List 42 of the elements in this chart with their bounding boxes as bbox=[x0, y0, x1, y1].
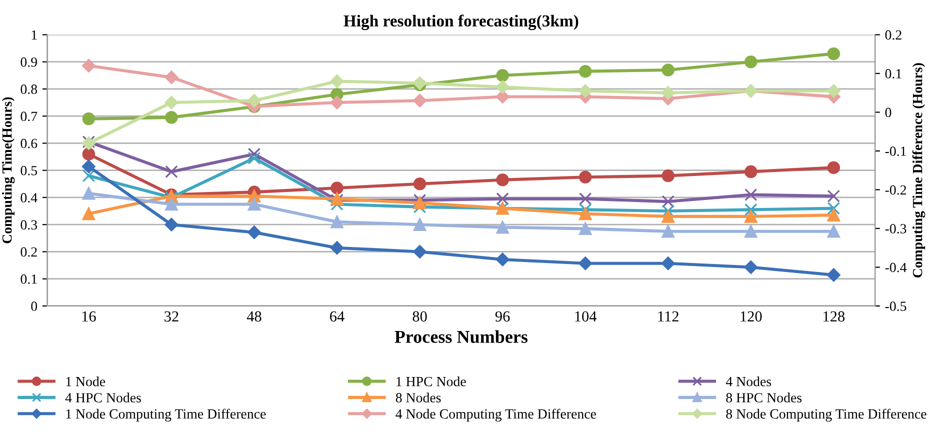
y-tick-label: 1 bbox=[32, 30, 37, 40]
x-tick-label: 80 bbox=[412, 311, 427, 322]
x-tick-label: 120 bbox=[740, 311, 762, 322]
x-tick-label: 64 bbox=[330, 311, 344, 322]
x-tick-label: 48 bbox=[246, 311, 262, 322]
y-tick-label: 0.9 bbox=[20, 57, 38, 67]
y-tick-label: 0.7 bbox=[20, 112, 38, 122]
legend-label: 4 Nodes bbox=[726, 376, 772, 386]
y-tick-label: 0.8 bbox=[20, 84, 38, 94]
y2-tick-label: -0.4 bbox=[885, 262, 907, 272]
legend-label: 8 HPC Nodes bbox=[726, 392, 802, 402]
y-tick-label: 0.6 bbox=[20, 138, 38, 148]
y-tick-label: 0 bbox=[31, 302, 38, 311]
x-axis-title: Process Numbers bbox=[394, 330, 528, 343]
legend-label: 1 HPC Node bbox=[396, 376, 466, 386]
y-tick-label: 0.5 bbox=[20, 166, 38, 176]
y2-tick-label: 0 bbox=[885, 108, 892, 118]
legend-label: 4 Node Computing Time Difference bbox=[396, 408, 596, 422]
x-tick-label: 16 bbox=[82, 311, 96, 322]
y2-tick-label: 0.2 bbox=[885, 30, 902, 40]
chart-title: High resolution forecasting(3km) bbox=[344, 14, 578, 30]
x-tick-label: 96 bbox=[495, 311, 510, 322]
y-tick-label: 0.4 bbox=[20, 193, 38, 202]
x-tick-label: 112 bbox=[658, 311, 678, 322]
x-tick-label: 32 bbox=[164, 311, 178, 322]
y2-tick-label: -0.3 bbox=[885, 224, 906, 234]
y-tick-label: 0.3 bbox=[20, 220, 38, 230]
y-axis-title: Computing Time(Hours) bbox=[2, 97, 15, 244]
y2-axis-title: Computing Time Difference (Hours) bbox=[912, 63, 926, 278]
y-tick-label: 0.1 bbox=[20, 274, 37, 284]
y-tick-label: 0.2 bbox=[20, 247, 37, 257]
y2-tick-label: -0.5 bbox=[885, 302, 906, 311]
legend-label: 8 Nodes bbox=[396, 392, 441, 402]
legend-label: 1 Node Computing Time Difference bbox=[66, 408, 266, 422]
y2-tick-label: -0.1 bbox=[885, 146, 906, 156]
y2-tick-label: 0.1 bbox=[885, 69, 902, 78]
y2-tick-label: -0.2 bbox=[885, 185, 906, 195]
legend-label: 8 Node Computing Time Difference bbox=[726, 408, 926, 422]
x-tick-label: 104 bbox=[575, 311, 597, 322]
legend-label: 1 Node bbox=[66, 376, 106, 386]
legend-label: 4 HPC Nodes bbox=[65, 392, 141, 402]
x-tick-label: 128 bbox=[824, 311, 845, 322]
